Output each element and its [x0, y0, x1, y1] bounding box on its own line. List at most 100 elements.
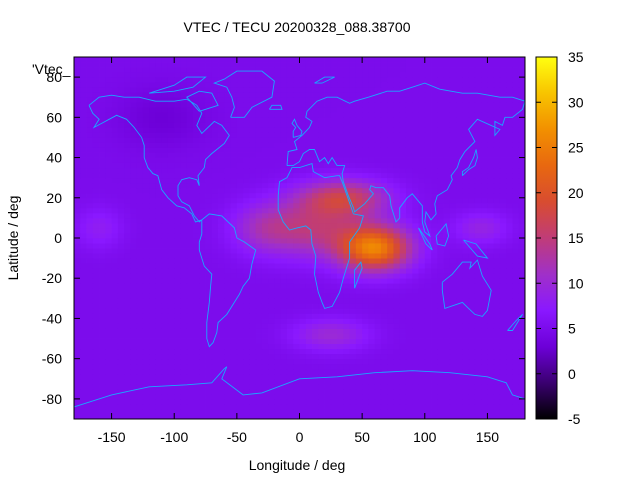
heatmap-cell	[105, 333, 112, 339]
heatmap-cell	[111, 263, 119, 269]
heatmap-cell	[393, 378, 401, 385]
heatmap-cell	[443, 338, 451, 344]
heatmap-cell	[431, 378, 438, 385]
heatmap-cell	[449, 328, 457, 334]
heatmap-cell	[312, 77, 319, 83]
heatmap-cell	[506, 303, 513, 309]
heatmap-cell	[117, 368, 125, 375]
heatmap-cell	[105, 408, 112, 415]
heatmap-cell	[74, 107, 81, 113]
heatmap-cell	[299, 278, 307, 284]
heatmap-cell	[493, 192, 501, 199]
heatmap-cell	[418, 268, 426, 274]
heatmap-cell	[167, 323, 175, 329]
heatmap-cell	[274, 358, 282, 365]
heatmap-cell	[437, 318, 444, 324]
heatmap-cell	[105, 122, 112, 128]
heatmap-cell	[456, 358, 463, 365]
heatmap-cell	[255, 177, 263, 184]
heatmap-cell	[293, 92, 300, 98]
heatmap-cell	[512, 162, 520, 169]
heatmap-cell	[324, 202, 332, 209]
heatmap-cell	[224, 358, 231, 365]
heatmap-cell	[506, 227, 513, 234]
heatmap-cell	[255, 313, 263, 319]
heatmap-cell	[243, 92, 250, 98]
heatmap-cell	[86, 338, 94, 344]
heatmap-cell	[387, 358, 394, 365]
heatmap-cell	[255, 112, 263, 118]
heatmap-cell	[368, 227, 376, 234]
heatmap-cell	[142, 393, 150, 400]
heatmap-cell	[506, 232, 513, 239]
heatmap-cell	[424, 268, 432, 274]
heatmap-cell	[380, 162, 388, 169]
heatmap-cell	[180, 67, 188, 73]
heatmap-cell	[431, 167, 438, 174]
heatmap-cell	[424, 97, 432, 103]
heatmap-cell	[224, 343, 231, 350]
heatmap-cell	[130, 408, 138, 415]
heatmap-cell	[468, 192, 476, 199]
heatmap-cell	[117, 147, 125, 153]
heatmap-cell	[199, 122, 206, 128]
heatmap-cell	[86, 127, 94, 133]
heatmap-cell	[412, 333, 419, 339]
heatmap-cell	[130, 112, 138, 118]
heatmap-cell	[424, 348, 432, 355]
heatmap-cell	[468, 142, 476, 148]
heatmap-cell	[405, 268, 413, 274]
heatmap-cell	[349, 77, 357, 83]
heatmap-cell	[174, 388, 181, 395]
heatmap-cell	[136, 283, 144, 289]
heatmap-cell	[274, 303, 282, 309]
heatmap-cell	[136, 112, 144, 118]
heatmap-cell	[324, 232, 332, 239]
heatmap-cell	[293, 107, 300, 113]
heatmap-cell	[218, 293, 225, 299]
heatmap-cell	[149, 147, 156, 153]
heatmap-cell	[142, 197, 150, 204]
heatmap-cell	[424, 202, 432, 209]
heatmap-cell	[387, 92, 394, 98]
heatmap-cell	[142, 338, 150, 344]
heatmap-cell	[186, 157, 194, 163]
heatmap-cell	[274, 97, 282, 103]
heatmap-cell	[431, 273, 438, 279]
heatmap-cell	[499, 408, 507, 415]
heatmap-cell	[343, 358, 351, 365]
heatmap-cell	[487, 323, 495, 329]
heatmap-cell	[236, 293, 244, 299]
heatmap-cell	[393, 243, 401, 249]
heatmap-cell	[405, 368, 413, 375]
heatmap-cell	[99, 132, 106, 138]
heatmap-cell	[312, 112, 319, 118]
heatmap-cell	[393, 248, 401, 254]
heatmap-cell	[86, 167, 94, 174]
heatmap-cell	[274, 112, 282, 118]
heatmap-cell	[236, 248, 244, 254]
heatmap-cell	[362, 288, 369, 294]
heatmap-cell	[512, 147, 520, 153]
heatmap-cell	[456, 293, 463, 299]
heatmap-cell	[462, 298, 470, 304]
heatmap-cell	[518, 318, 526, 324]
heatmap-cell	[249, 333, 257, 339]
heatmap-cell	[286, 152, 294, 158]
heatmap-cell	[136, 398, 144, 405]
heatmap-cell	[330, 212, 338, 219]
heatmap-cell	[111, 167, 119, 174]
heatmap-cell	[312, 97, 319, 103]
heatmap-cell	[449, 353, 457, 360]
heatmap-cell	[142, 147, 150, 153]
heatmap-cell	[86, 378, 94, 385]
heatmap-cell	[337, 348, 344, 355]
heatmap-cell	[155, 338, 163, 344]
heatmap-cell	[518, 112, 526, 118]
heatmap-cell	[80, 388, 87, 395]
heatmap-cell	[299, 403, 307, 410]
heatmap-cell	[117, 283, 125, 289]
heatmap-cell	[117, 308, 125, 314]
heatmap-cell	[512, 243, 520, 249]
heatmap-cell	[117, 157, 125, 163]
